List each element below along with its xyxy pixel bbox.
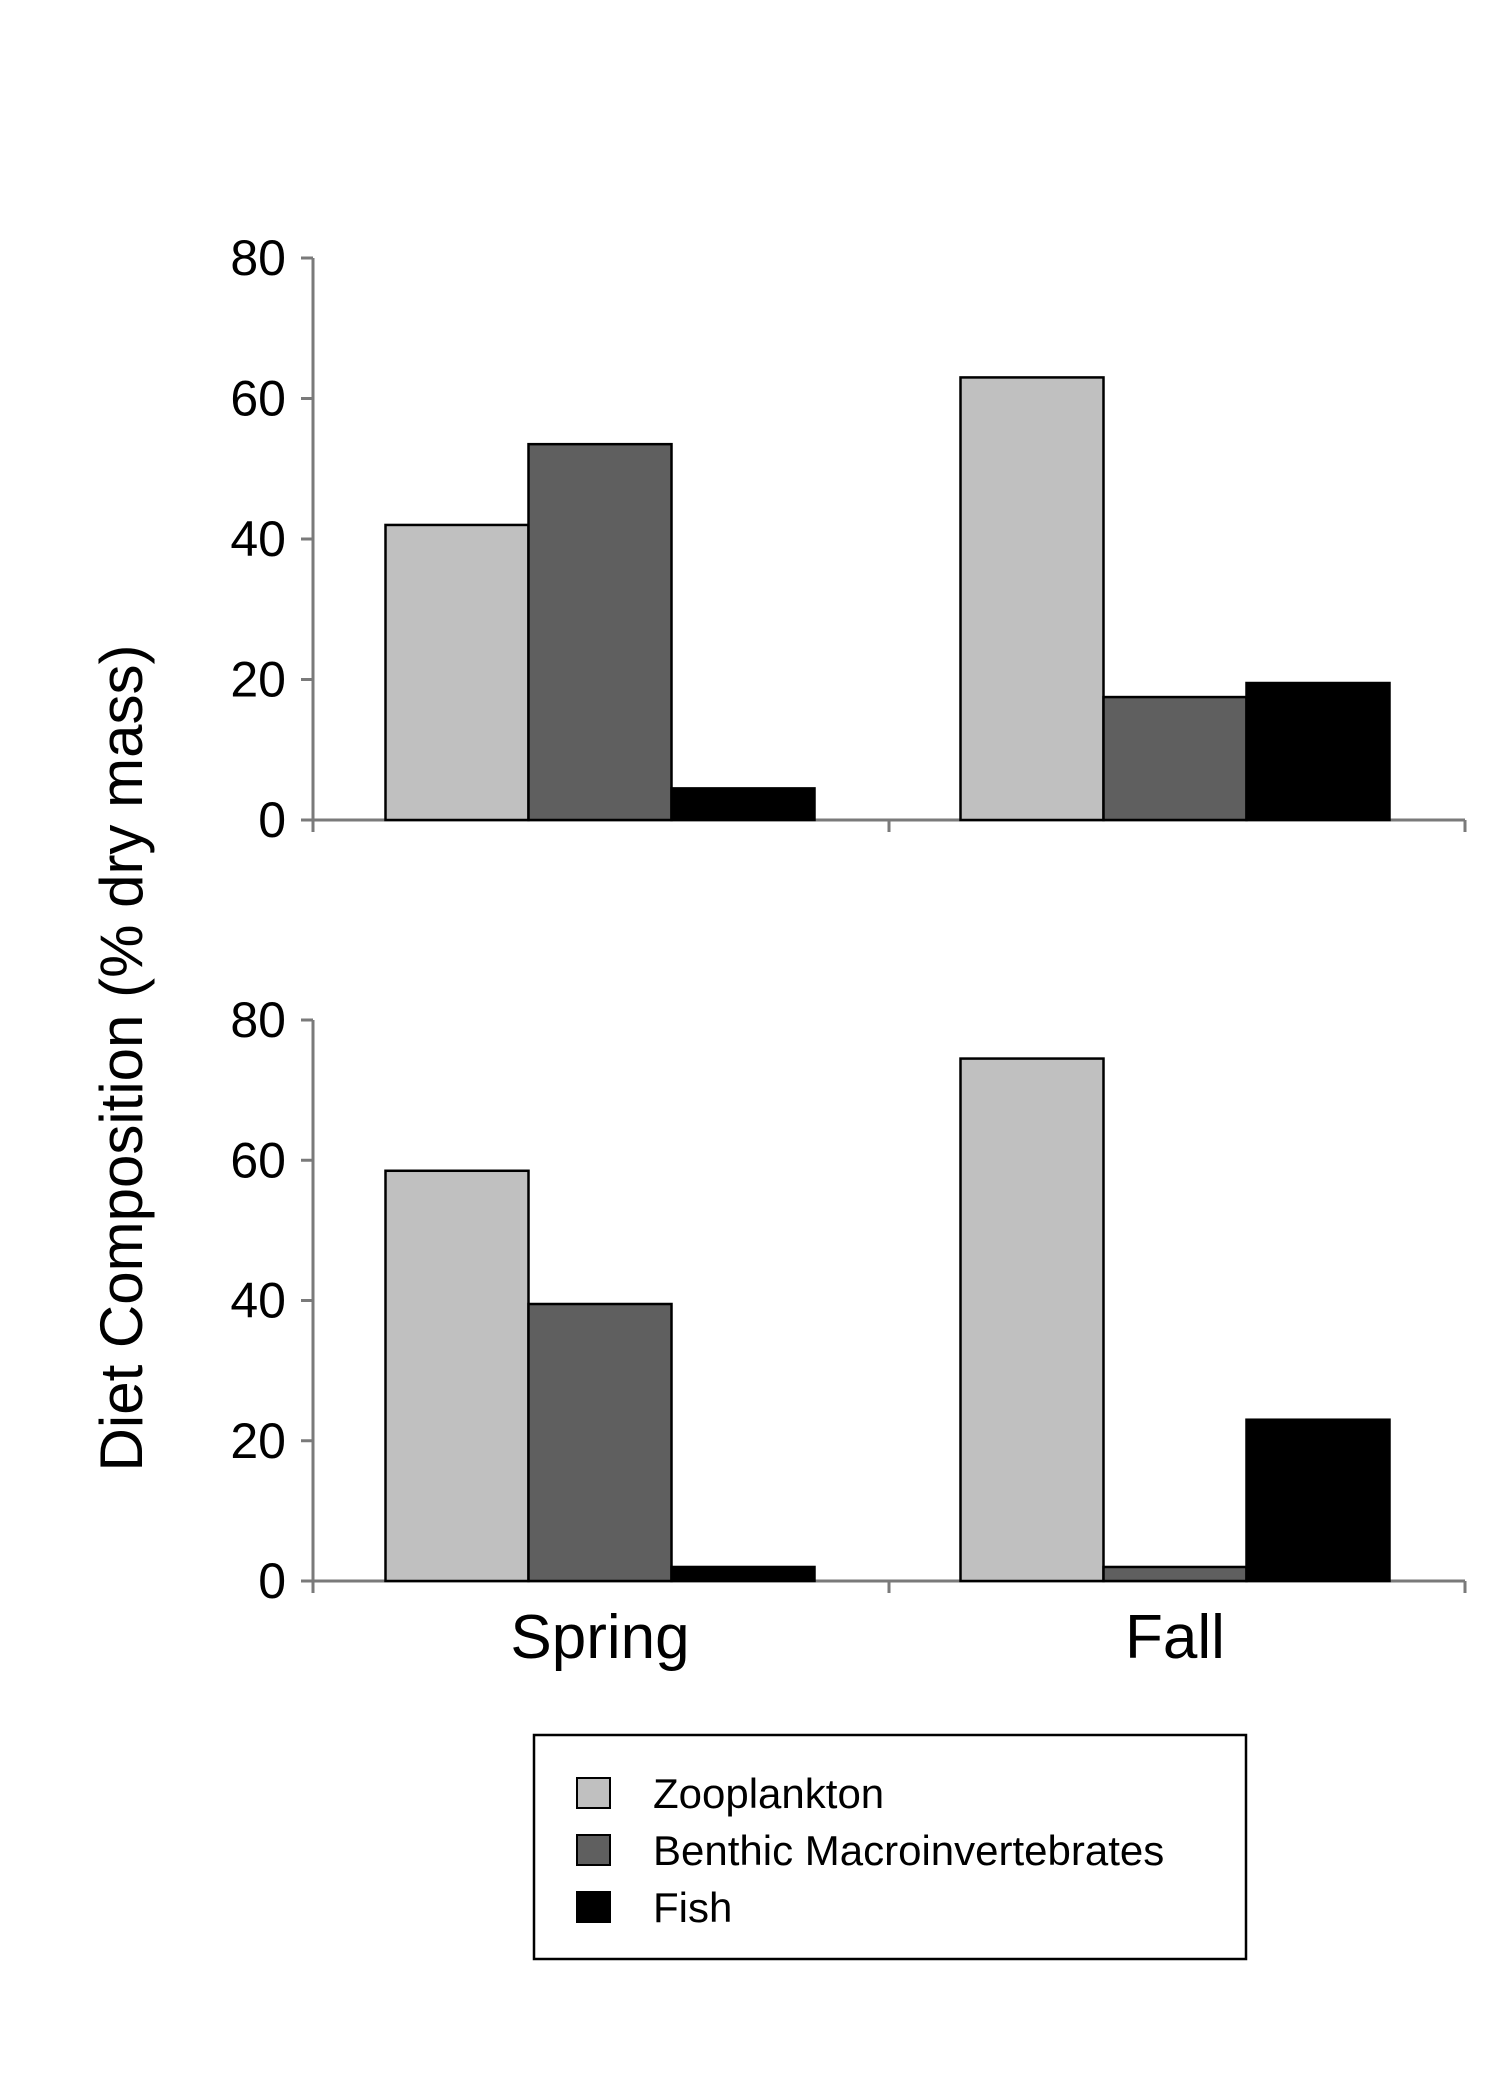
legend: Zooplankton Benthic Macroinvertebrates Fis…: [532, 1733, 1248, 1961]
bar-zooplankton-fall: [959, 1057, 1105, 1583]
legend-box: [532, 1733, 1248, 1961]
bar-fish-spring: [670, 787, 816, 822]
panel-1: 0 20 40 60 80: [230, 230, 1467, 848]
bar-fish-fall: [1245, 1418, 1391, 1583]
bar-benthic-macroinvertebrates-fall: [1102, 1565, 1248, 1583]
bar-benthic-macroinvertebrates-spring: [527, 442, 673, 822]
y-tick-label: 20: [230, 652, 286, 708]
category-labels: Spring Fall: [510, 1603, 1225, 1672]
category-label-fall: Fall: [1125, 1603, 1225, 1672]
bar-benthic-macroinvertebrates-fall: [1102, 695, 1248, 822]
bar-fish-fall: [1245, 681, 1391, 822]
legend-swatch-fish: [576, 1891, 611, 1923]
y-tick-label: 0: [258, 1553, 286, 1609]
legend-swatch-zooplankton: [576, 1777, 611, 1809]
y-tick-label: 20: [230, 1413, 286, 1469]
legend-label-fish: Fish: [653, 1884, 732, 1931]
bar-zooplankton-spring: [384, 523, 530, 822]
bar-zooplankton-spring: [384, 1169, 530, 1583]
legend-swatch-benthic-macroinvertebrates: [576, 1834, 611, 1866]
bar-benthic-macroinvertebrates-spring: [527, 1302, 673, 1583]
chart-panels: 0 20 40 60 80 0 20 40 60 80: [230, 230, 1467, 1609]
y-tick-label: 80: [230, 230, 286, 286]
y-tick-label: 40: [230, 511, 286, 567]
panel-2: 0 20 40 60 80: [230, 992, 1467, 1609]
legend-label-zooplankton: Zooplankton: [653, 1770, 884, 1817]
y-axis-label: Diet Composition (% dry mass): [88, 645, 155, 1472]
bar-zooplankton-fall: [959, 376, 1105, 822]
bar-fish-spring: [670, 1565, 816, 1583]
y-tick-label: 60: [230, 371, 286, 427]
y-tick-label: 80: [230, 992, 286, 1048]
y-tick-label: 60: [230, 1132, 286, 1188]
category-label-spring: Spring: [510, 1603, 689, 1672]
y-tick-label: 40: [230, 1273, 286, 1329]
legend-label-benthic-macroinvertebrates: Benthic Macroinvertebrates: [653, 1827, 1164, 1874]
y-tick-label: 0: [258, 792, 286, 848]
